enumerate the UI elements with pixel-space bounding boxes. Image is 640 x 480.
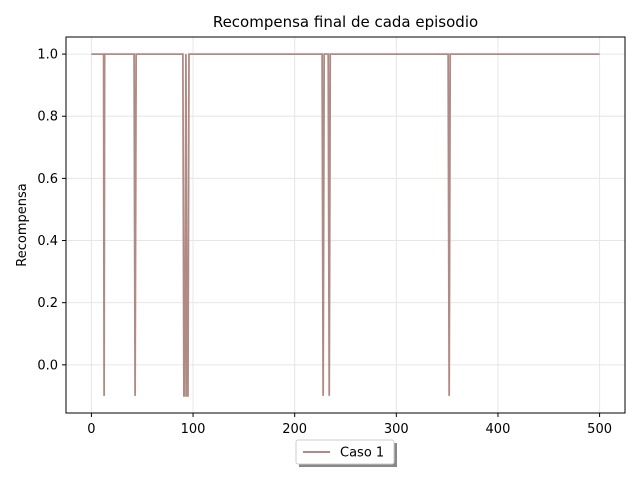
y-axis-label: Recompensa xyxy=(15,183,30,266)
legend-box xyxy=(295,439,395,465)
legend-label: Caso 1 xyxy=(340,446,384,461)
legend: Caso 1 xyxy=(295,439,397,467)
y-axis: 0.0 0.2 0.4 0.6 0.8 1.0 xyxy=(37,48,66,373)
y-tick-label: 0.6 xyxy=(37,172,58,187)
x-tick-label: 100 xyxy=(181,422,206,437)
x-tick-label: 300 xyxy=(384,422,409,437)
series-line xyxy=(91,53,600,397)
x-tick-label: 200 xyxy=(282,422,307,437)
x-axis: 0 100 200 300 400 500 xyxy=(87,413,612,437)
plot-frame xyxy=(65,36,626,414)
x-tick-label: 400 xyxy=(486,422,511,437)
x-tick-label: 0 xyxy=(87,422,95,437)
y-tick-label: 0.8 xyxy=(37,110,58,125)
x-tick-label: 500 xyxy=(587,422,612,437)
y-tick-label: 1.0 xyxy=(37,48,58,63)
y-tick-label: 0.0 xyxy=(37,358,58,373)
chart-title: Recompensa final de cada episodio xyxy=(213,13,478,31)
grid-lines xyxy=(66,37,625,413)
series-layer xyxy=(91,53,600,397)
y-tick-label: 0.2 xyxy=(37,296,58,311)
y-tick-label: 0.4 xyxy=(37,234,58,249)
